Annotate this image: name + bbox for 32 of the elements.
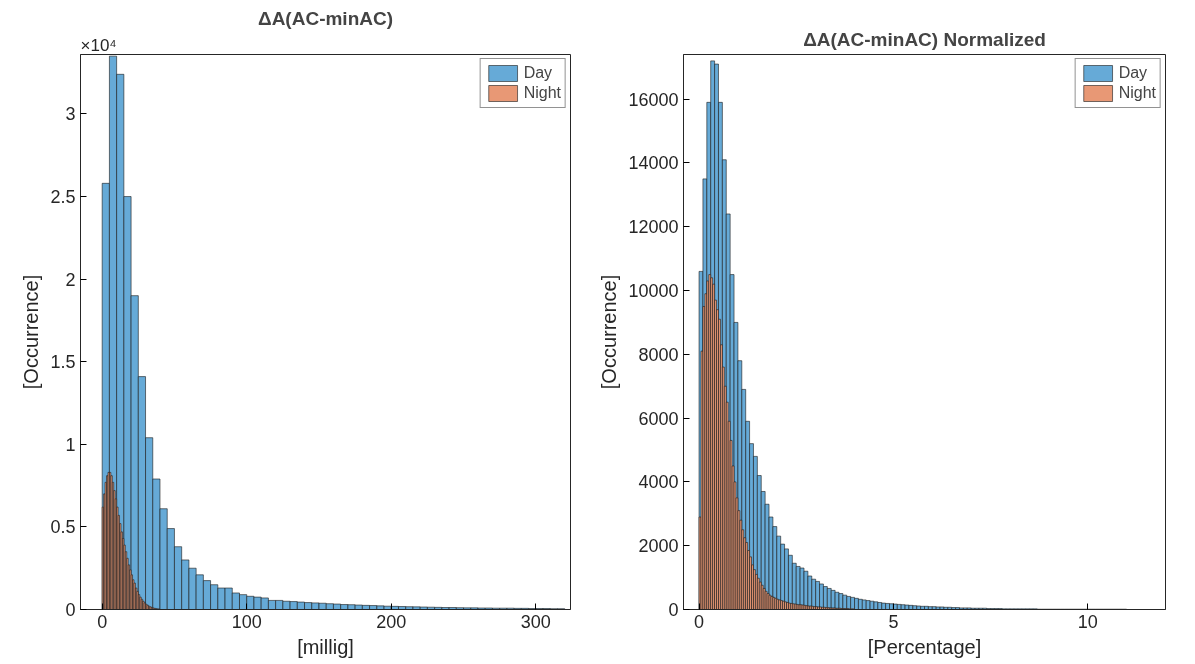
y-tick-label: 6000 — [638, 408, 679, 429]
y-axis-title: [Occurrence] — [20, 274, 43, 390]
y-tick-label: 1 — [65, 434, 76, 455]
x-axis-title: [millig] — [297, 635, 354, 658]
y-tick-label: 2 — [65, 269, 76, 290]
x-axis-title: [Percentage] — [867, 635, 982, 658]
y-tick-label: 3 — [65, 104, 76, 125]
y-tick-label: 12000 — [628, 217, 679, 238]
y-tick-label: 14000 — [628, 153, 679, 174]
legend-label: Night — [523, 84, 561, 102]
y-tick-label: 4000 — [638, 472, 679, 493]
x-tick-label: 10 — [1077, 611, 1098, 632]
annotation: ×10⁴ — [80, 35, 117, 55]
x-tick-label: 100 — [231, 611, 262, 632]
y-tick-label: 8000 — [638, 344, 679, 365]
x-tick-label: 0 — [97, 611, 108, 632]
y-tick-label: 1.5 — [50, 352, 76, 373]
chart-title: ΔA(AC-minAC) — [257, 7, 394, 29]
x-tick-label: 200 — [376, 611, 407, 632]
y-tick-label: 0.5 — [50, 517, 76, 538]
x-tick-label: 5 — [888, 611, 899, 632]
y-tick-label: 10000 — [628, 281, 679, 302]
y-tick-label: 2.5 — [50, 187, 76, 208]
y-tick-label: 2000 — [638, 536, 679, 557]
x-tick-label: 0 — [694, 611, 705, 632]
legend-label: Day — [523, 64, 553, 82]
x-tick-label: 300 — [520, 611, 551, 632]
y-tick-label: 16000 — [628, 89, 679, 110]
chart-title: ΔA(AC-minAC) Normalized — [803, 28, 1046, 50]
legend-label: Night — [1118, 84, 1156, 102]
legend-label: Day — [1118, 64, 1148, 82]
y-axis-title: [Occurrence] — [598, 274, 621, 390]
